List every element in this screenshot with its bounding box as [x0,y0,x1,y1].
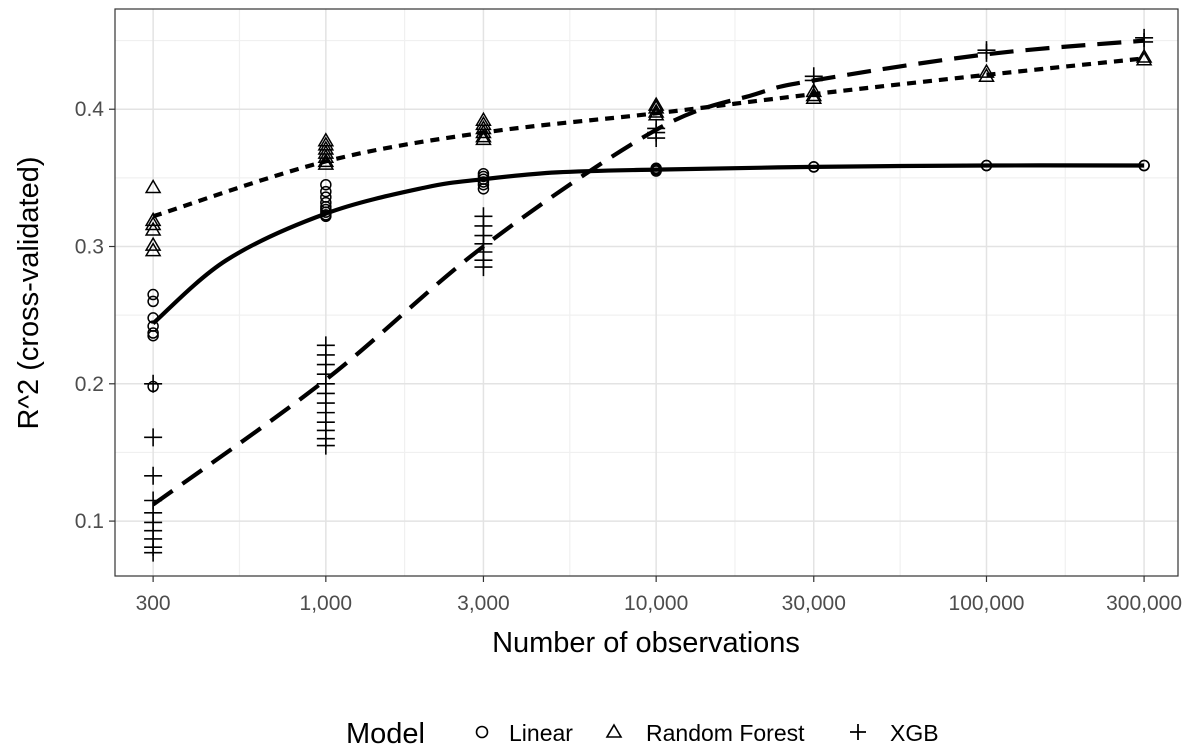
point-linear [980,159,993,172]
point-linear [147,295,159,308]
plot-border [114,8,1179,577]
x-tick-label: 30,000 [782,592,846,615]
point-random-forest [144,221,162,236]
point-xgb [804,71,823,90]
legend: Model Linear Random Forest XGB [346,718,939,750]
x-tick-label: 100,000 [949,592,1025,615]
point-random-forest [317,152,335,168]
point-random-forest [317,148,335,164]
legend-key-random-forest [605,723,623,738]
legend-label-random-forest: Random Forest [646,720,805,746]
y-axis-ticks: 0.1 0.2 0.3 0.4 [75,98,115,533]
fit-line-xgb [151,38,1145,507]
point-xgb [977,43,996,62]
x-tick-label: 10,000 [624,592,688,615]
data-points [144,28,1154,562]
point-random-forest [647,103,665,118]
point-xgb [144,543,163,562]
point-random-forest [647,99,665,114]
point-random-forest [1135,48,1153,63]
point-linear [477,183,490,195]
legend-key-linear [475,725,489,739]
x-tick-label: 1,000 [300,592,353,615]
x-tick-label: 300 [136,592,171,615]
minor-grid [115,9,1178,576]
point-linear [147,329,159,342]
legend-label-linear: Linear [509,720,573,746]
legend-title: Model [346,718,425,749]
point-linear [147,312,159,324]
point-random-forest [475,128,492,143]
point-random-forest [978,63,995,78]
point-xgb [144,374,163,393]
point-random-forest [144,211,162,227]
point-random-forest [144,242,162,257]
point-linear [320,185,332,198]
x-tick-label: 300,000 [1106,592,1182,615]
point-random-forest [475,124,492,139]
point-xgb [474,258,493,277]
point-xgb [144,466,163,485]
y-axis-label: R^2 (cross-validated) [13,156,45,429]
point-random-forest [144,236,162,251]
point-random-forest [647,96,665,111]
major-grid [115,9,1178,576]
point-random-forest [805,89,823,104]
fit-line-linear [151,163,1145,325]
point-random-forest [1135,51,1153,66]
point-random-forest [475,130,492,146]
point-linear [650,165,662,177]
point-linear [320,210,332,223]
point-linear [1138,159,1150,172]
plus-icon [850,724,866,740]
circle-icon [475,725,489,739]
point-random-forest [317,155,335,170]
x-axis-label: Number of observations [492,627,800,659]
point-linear [808,161,820,173]
point-xgb [144,428,163,447]
legend-label-xgb: XGB [890,720,939,746]
x-tick-label: 3,000 [457,592,510,615]
point-linear [477,178,490,191]
legend-key-xgb [850,724,866,740]
point-random-forest [978,67,995,83]
point-xgb [647,129,666,148]
y-tick-label: 0.1 [75,510,104,533]
point-random-forest [144,178,162,194]
triangle-icon [605,723,623,738]
point-linear [320,178,332,191]
point-random-forest [805,82,823,98]
y-tick-label: 0.4 [75,98,105,121]
x-axis-ticks: 300 1,000 3,000 10,000 30,000 100,000 300,000 [136,576,1182,615]
point-xgb [1135,32,1154,51]
y-tick-label: 0.2 [75,373,104,396]
y-tick-label: 0.3 [75,236,104,259]
point-xgb [316,436,335,455]
plot-panel [115,9,1178,576]
point-linear [147,288,159,301]
point-random-forest [144,216,162,231]
point-random-forest [805,87,823,102]
